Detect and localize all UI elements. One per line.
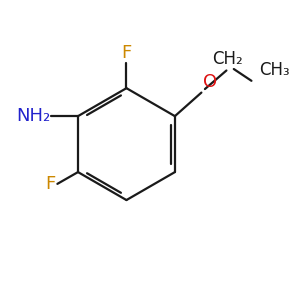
Text: F: F (46, 175, 56, 193)
Text: CH₃: CH₃ (259, 61, 290, 79)
Text: NH₂: NH₂ (16, 107, 50, 125)
Text: CH₂: CH₂ (212, 50, 243, 68)
Text: O: O (203, 73, 217, 91)
Text: F: F (121, 44, 132, 62)
